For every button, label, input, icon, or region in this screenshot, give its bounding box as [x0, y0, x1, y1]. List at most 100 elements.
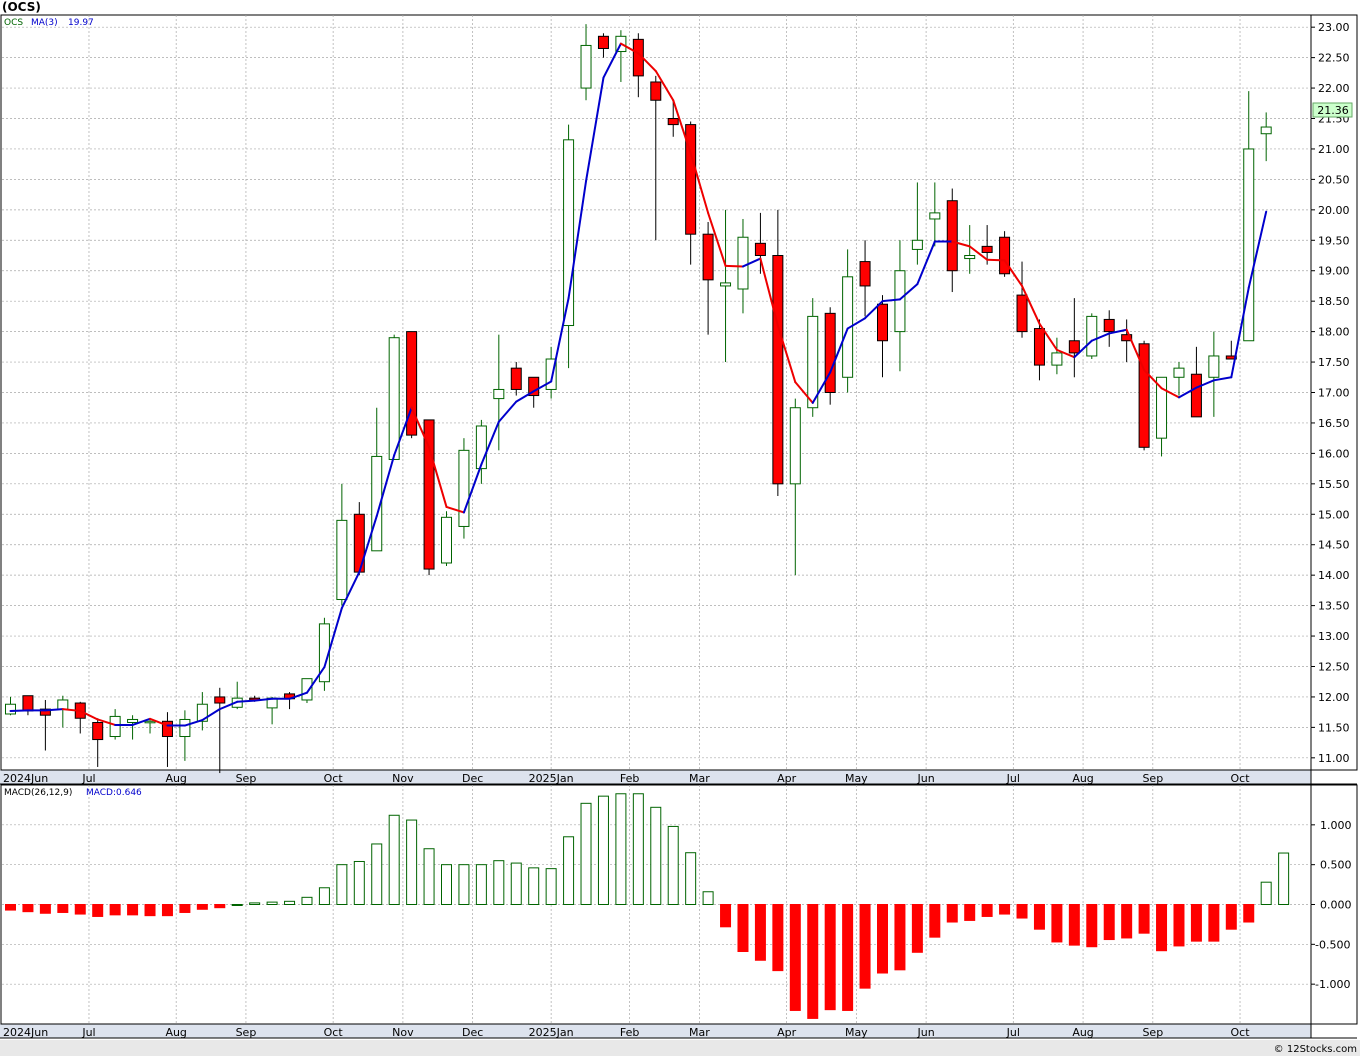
- macd-bar: [1243, 904, 1255, 923]
- macd-bar: [877, 904, 888, 974]
- ma-segment: [776, 324, 797, 384]
- candle: [1173, 362, 1185, 396]
- candle-body: [877, 303, 888, 342]
- candle: [911, 182, 923, 265]
- candle: [1243, 91, 1255, 342]
- macd-bar: [22, 904, 34, 913]
- ma-segment: [1125, 328, 1146, 371]
- month-label: Sep: [236, 772, 257, 785]
- candle-body: [929, 212, 941, 220]
- ma-segment: [44, 708, 64, 712]
- candle-body: [754, 242, 766, 257]
- candle: [39, 699, 51, 751]
- ma-segment: [550, 297, 570, 383]
- candle: [1068, 298, 1080, 378]
- ma-segment: [1003, 259, 1024, 287]
- legend-ma-label: MA(3): [31, 18, 58, 28]
- last-price-badge: [1312, 102, 1353, 118]
- ma-segment: [829, 327, 849, 374]
- candle-body: [563, 139, 575, 327]
- candle: [371, 407, 383, 552]
- last-price-label: 21.36: [1317, 104, 1349, 117]
- month-label: Mar: [689, 772, 710, 785]
- candle: [685, 121, 697, 265]
- candle: [720, 209, 732, 363]
- macd-bar: [929, 904, 941, 938]
- candle: [1103, 310, 1115, 347]
- macd-bar: [824, 904, 836, 1011]
- macd-bar: [1190, 904, 1202, 942]
- candle: [597, 33, 609, 58]
- ma-segment: [811, 371, 832, 404]
- candle: [127, 715, 139, 740]
- ma-segment: [393, 406, 413, 457]
- candle-body: [1260, 126, 1272, 135]
- candle: [458, 438, 470, 539]
- candle: [441, 511, 452, 567]
- ma-segment: [236, 699, 256, 703]
- ma-segment: [898, 283, 919, 301]
- ma-segment: [794, 381, 814, 404]
- ma-segment: [881, 298, 901, 303]
- footer-band: [0, 1040, 1360, 1056]
- macd-bar: [632, 793, 644, 905]
- month-label: Dec: [462, 772, 483, 785]
- candle: [528, 376, 540, 408]
- candle: [475, 419, 487, 484]
- candle: [214, 687, 226, 774]
- ma-segment: [1090, 332, 1111, 342]
- candle: [510, 362, 522, 396]
- macd-month-label: Aug: [165, 1026, 186, 1039]
- candle: [406, 331, 418, 439]
- macd-tick-label: 1.000: [1320, 819, 1352, 832]
- ma-segment: [445, 505, 465, 514]
- candle: [1033, 319, 1045, 381]
- candle-body: [859, 261, 871, 287]
- candle: [545, 346, 557, 399]
- price-tick-label: 13.50: [1318, 600, 1350, 613]
- macd-bar: [179, 904, 191, 913]
- candle-body: [1068, 340, 1080, 354]
- candle-body: [650, 81, 662, 101]
- month-band-price: [0, 770, 1311, 784]
- macd-month-label: Aug: [1072, 1026, 1093, 1039]
- macd-bar: [528, 867, 540, 905]
- macd-bar: [1086, 904, 1098, 948]
- ma-segment: [637, 52, 657, 73]
- price-tick-label: 11.00: [1318, 752, 1350, 765]
- month-label: Apr: [777, 772, 797, 785]
- candle-body: [842, 276, 854, 378]
- candle-body: [946, 200, 958, 272]
- macd-bar: [371, 843, 383, 905]
- macd-legend-value: MACD:0.646: [86, 788, 142, 798]
- macd-month-label: Oct: [1231, 1026, 1251, 1039]
- candle: [807, 298, 819, 417]
- month-label: 2024Jun: [3, 772, 48, 785]
- ma-segment: [654, 70, 675, 102]
- macd-bar: [1121, 904, 1133, 939]
- price-panel-frame: [0, 14, 1358, 771]
- ma-segment: [515, 390, 535, 403]
- macd-bar: [1068, 904, 1080, 946]
- candle: [1225, 340, 1237, 360]
- month-label: Oct: [324, 772, 344, 785]
- candle: [196, 692, 208, 731]
- candle: [423, 419, 435, 576]
- candle-body: [388, 337, 400, 460]
- ma-segment: [410, 406, 431, 449]
- ma-segment: [986, 258, 1006, 262]
- macd-bar: [789, 904, 801, 1011]
- candle-body: [510, 367, 522, 390]
- candle-body: [999, 236, 1011, 275]
- macd-bar: [772, 904, 784, 972]
- macd-legend-params: MACD(26,12,9): [4, 788, 72, 798]
- candle-body: [702, 233, 714, 281]
- macd-bar: [580, 802, 592, 905]
- ma-segment: [1143, 368, 1163, 390]
- ma-segment: [305, 666, 326, 694]
- ma-segment: [149, 717, 169, 727]
- price-tick-label: 17.50: [1318, 356, 1350, 369]
- macd-bar: [57, 904, 69, 913]
- credit-text: © 12Stocks.com: [1274, 1044, 1357, 1055]
